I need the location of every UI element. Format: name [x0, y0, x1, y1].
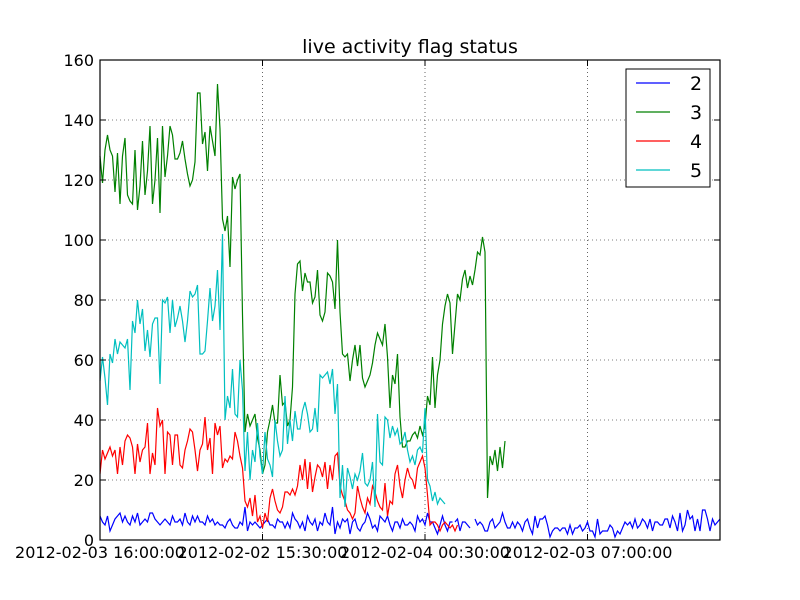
- y-tick-label: 60: [74, 351, 94, 370]
- y-tick-label: 80: [74, 291, 94, 310]
- grid: [100, 60, 720, 540]
- legend-label-2: 2: [690, 73, 702, 95]
- legend-box: [625, 68, 711, 188]
- y-tick-label: 140: [63, 111, 94, 130]
- y-tick-label: 20: [74, 471, 94, 490]
- series-line-2: [99, 506, 453, 536]
- y-tick-label: 40: [74, 411, 94, 430]
- series-line-4: [99, 407, 459, 533]
- ticks: 0 20 40 60 80 100 120 140 160 2012-02-03 16:00:00…: [15, 51, 720, 562]
- x-tick-label: 2012-02-03 16:00:00: [15, 543, 185, 562]
- legend-label-3: 3: [690, 102, 702, 124]
- series-line-5: [99, 233, 446, 508]
- y-tick-label: 120: [63, 171, 94, 190]
- y-tick-label: 0: [84, 531, 94, 550]
- series-lines: [99, 83, 721, 540]
- series-line-2: [474, 509, 721, 540]
- x-tick-label: 2012-02-02 15:30:00: [178, 543, 348, 562]
- legend: 2 3 4 5: [625, 68, 711, 188]
- legend-label-4: 4: [690, 131, 702, 153]
- y-tick-label: 160: [63, 51, 94, 70]
- legend-label-5: 5: [690, 160, 702, 182]
- series-line-3: [99, 83, 506, 499]
- x-tick-label: 2012-02-03 07:00:00: [503, 543, 673, 562]
- y-tick-label: 100: [63, 231, 94, 250]
- x-tick-label: 2012-02-04 00:30:00: [340, 543, 510, 562]
- series-line-2: [454, 517, 471, 532]
- chart-title: live activity flag status: [302, 36, 518, 58]
